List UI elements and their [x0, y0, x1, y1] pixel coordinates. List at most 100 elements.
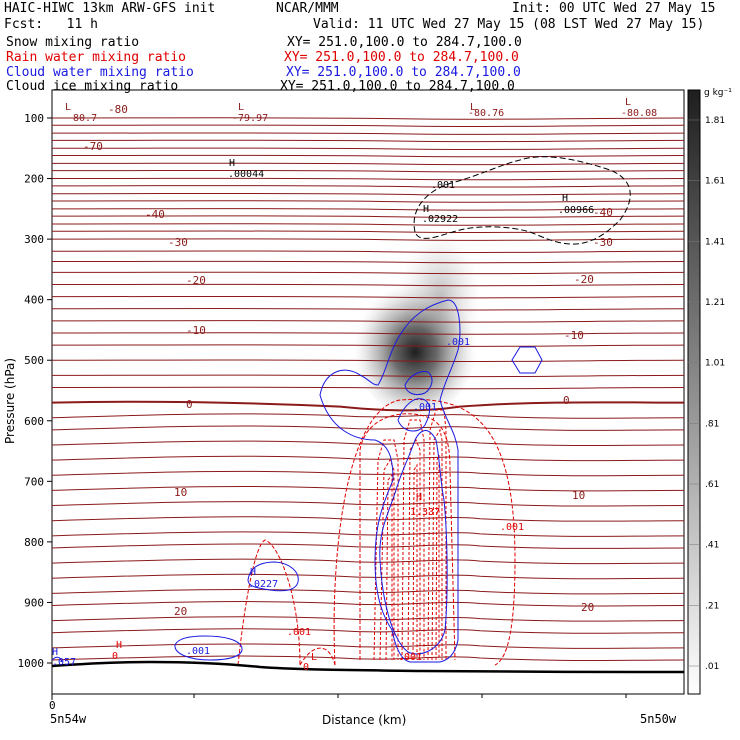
isotherm-line [52, 147, 684, 151]
isotherm-line [52, 573, 684, 580]
temp-label: -40 [593, 206, 613, 219]
field-snow-xy: XY= 251.0,100.0 to 284.7,100.0 [287, 35, 522, 50]
temp-label: 20 [174, 605, 187, 618]
high-mark: H [116, 640, 122, 651]
isotherm-line [52, 440, 684, 446]
cloudwater-inner-2 [397, 398, 430, 432]
temp-label: -10 [564, 329, 584, 342]
isotherm-line [52, 616, 684, 622]
valid-label: Valid: 11 UTC Wed 27 May 15 (08 LST Wed … [313, 17, 705, 32]
isotherm-line [52, 139, 684, 143]
temp-label: -10 [186, 324, 206, 337]
colorbar-tick-label: 1.01 [705, 359, 725, 369]
isotherm-line [52, 154, 684, 158]
high-value: 0 [112, 651, 118, 662]
y-tick-label: 800 [24, 536, 44, 549]
isotherm-line [52, 215, 684, 218]
colorbar-tick-label: .81 [705, 419, 719, 429]
isotherm-line [52, 238, 684, 241]
isotherm-line [52, 455, 684, 462]
y-axis: 100 200 300 400 500 600 700 800 900 1000 [18, 112, 52, 670]
x-tick-label: 0 [49, 699, 56, 712]
low-mark: L [65, 102, 71, 113]
high-mark: H [250, 567, 256, 578]
temp-label: -30 [593, 236, 613, 249]
cloudwater-contour-label: .001 [186, 646, 210, 657]
low-value: -79.97 [232, 113, 268, 124]
temp-label: 0 [186, 398, 193, 411]
y-tick-label: 100 [24, 112, 44, 125]
temp-label: -20 [574, 273, 594, 286]
high-value: .057 [52, 657, 76, 668]
cloudwater-contours [52, 299, 543, 663]
field-rain-xy: XY= 251.0,100.0 to 284.7,100.0 [284, 50, 519, 65]
fcst-label: Fcst: 11 h [4, 17, 98, 32]
isotherm-line [52, 200, 684, 203]
colorbar-ticks: .01 .21 .41 .61 .81 1.01 1.21 1.41 1.61 1.81 [688, 116, 725, 672]
colorbar: .01 .21 .41 .61 .81 1.01 1.21 1.41 1.61 1.81 g kg… [687, 88, 732, 695]
init-label: Init: 00 UTC Wed 27 May 15 [512, 1, 716, 16]
isotherm-line [52, 332, 684, 335]
low-value: 0 [303, 662, 309, 673]
contour-value-labels: .001 .001 .001 .001 .001 .001 .001 [186, 180, 524, 663]
colorbar-unit: g kg⁻¹ [704, 88, 732, 98]
rain-core [373, 409, 447, 661]
colorbar-tick-label: .01 [705, 662, 719, 672]
cloudwater-inner-1 [379, 430, 448, 655]
isotherm-line [52, 260, 684, 264]
y-tick-label: 1000 [18, 657, 45, 670]
isotherm-line [52, 543, 684, 549]
isotherm-line [52, 516, 684, 522]
y-tick-label: 600 [24, 415, 44, 428]
isotherm-line [52, 132, 684, 135]
cloudwater-left-mid [247, 561, 299, 592]
low-mark: L [238, 102, 244, 113]
isotherm-line [52, 185, 684, 188]
isotherm-line [52, 295, 684, 299]
cloudwater-inner-3 [404, 371, 433, 396]
temp-label: -20 [186, 274, 206, 287]
y-tick-label: 400 [24, 294, 44, 307]
cloudwater-main [319, 299, 461, 663]
isotherm-line [52, 117, 684, 120]
temp-label: 10 [572, 489, 585, 502]
isotherm-line [52, 208, 684, 211]
low-value: -80.7 [67, 113, 97, 124]
isotherm-line [52, 588, 684, 595]
isotherm-line [52, 628, 684, 634]
isotherm-line [52, 601, 684, 607]
cloudwater-small-right [511, 346, 543, 374]
isotherm-line [52, 501, 684, 507]
extrema-labels: L -80.7 L -79.97 L -80.76 L -80.08 H .00… [52, 97, 657, 673]
isotherm-line [52, 250, 684, 253]
low-mark: L [625, 97, 631, 108]
colorbar-tick-label: 1.81 [705, 116, 725, 126]
isotherm-line [52, 558, 684, 565]
high-mark: H [416, 492, 422, 503]
temperature-isotherms [52, 117, 684, 661]
temperature-labels: -80 -70 -40 -30 -20 -20 -10 -10 -40 -30 … [83, 103, 613, 618]
colorbar-tick-label: .61 [705, 480, 719, 490]
y-tick-label: 900 [24, 596, 44, 609]
temp-label: 20 [581, 601, 594, 614]
cloudwater-contour-label: .001 [413, 402, 437, 413]
rain-contour-left [237, 539, 301, 666]
isotherm-line [52, 386, 684, 390]
temp-label: 10 [174, 486, 187, 499]
high-mark: H [562, 193, 568, 204]
isotherm-line [52, 169, 684, 173]
isotherm-line [52, 344, 684, 347]
x-end-label-left: 5n54w [50, 712, 87, 726]
isotherm-line [52, 425, 684, 431]
isotherm-line [52, 413, 684, 419]
high-value: .00044 [228, 169, 264, 180]
x-axis: 0 5n54w 5n50w Distance (km) [49, 694, 677, 727]
plot-frame [51, 89, 685, 695]
isotherm-line [52, 470, 684, 477]
y-tick-label: 200 [24, 173, 44, 186]
colorbar-tick-label: .21 [705, 601, 719, 611]
x-end-label-right: 5n50w [640, 712, 677, 726]
colorbar-tick-label: 1.61 [705, 177, 725, 187]
isotherm-line [52, 374, 684, 378]
